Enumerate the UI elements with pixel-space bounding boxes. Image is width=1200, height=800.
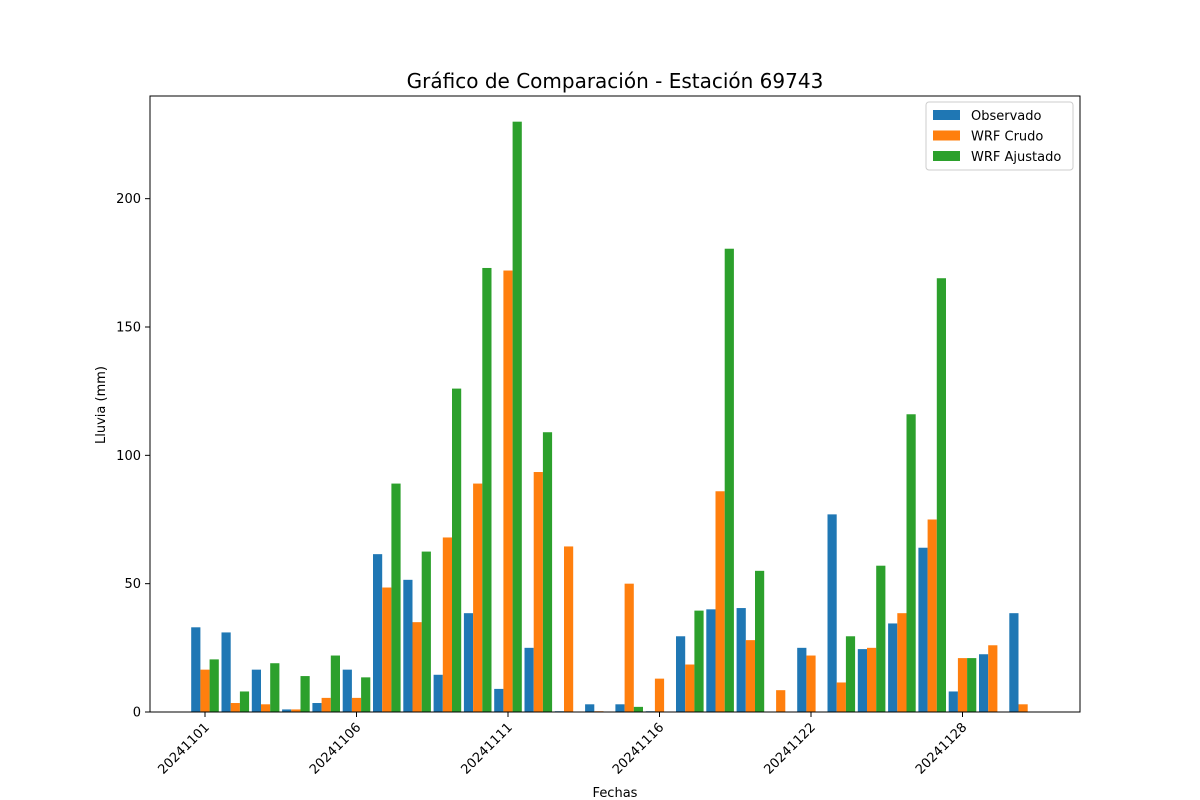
bar-observado-20241104 bbox=[282, 709, 292, 712]
bar-observado-20241124 bbox=[857, 649, 867, 712]
bar-observado-20241114 bbox=[585, 704, 595, 712]
bar-wrf-ajustado-20241101 bbox=[209, 659, 219, 712]
bar-observado-20241108 bbox=[403, 579, 413, 712]
bar-wrf-crudo-20241122 bbox=[806, 655, 816, 712]
x-tick-label: 20241122 bbox=[761, 720, 818, 777]
bar-wrf-ajustado-20241102 bbox=[239, 691, 250, 712]
bar-wrf-crudo-20241129 bbox=[1018, 704, 1028, 712]
bar-wrf-crudo-20241115 bbox=[624, 583, 634, 712]
bar-observado-20241118 bbox=[706, 609, 716, 712]
x-tick-label: 20241106 bbox=[307, 720, 364, 777]
x-tick-label: 20241116 bbox=[610, 720, 667, 777]
bar-wrf-ajustado-20241112 bbox=[542, 432, 553, 712]
x-tick-label: 20241128 bbox=[913, 720, 970, 777]
x-axis-label: Fechas bbox=[593, 786, 638, 800]
bar-wrf-crudo-20241124 bbox=[867, 647, 877, 712]
bar-wrf-ajustado-20241115 bbox=[633, 706, 643, 712]
bar-wrf-crudo-20241106 bbox=[351, 697, 362, 712]
bar-wrf-crudo-20241107 bbox=[382, 587, 392, 712]
legend-label: Observado bbox=[971, 109, 1042, 124]
bar-observado-20241106 bbox=[342, 669, 352, 712]
bar-observado-20241119 bbox=[736, 608, 746, 712]
legend-label: WRF Crudo bbox=[971, 130, 1043, 145]
bar-wrf-ajustado-20241111 bbox=[512, 121, 522, 713]
bar-wrf-crudo-20241111 bbox=[503, 270, 513, 712]
bar-wrf-crudo-20241108 bbox=[412, 622, 422, 712]
bar-wrf-ajustado-20241107 bbox=[391, 483, 401, 712]
y-tick-label: 150 bbox=[116, 321, 141, 336]
legend-label: WRF Ajustado bbox=[971, 150, 1061, 165]
bar-wrf-ajustado-20241119 bbox=[755, 570, 765, 712]
bar-wrf-crudo-20241101 bbox=[200, 669, 210, 712]
bar-wrf-ajustado-20241117 bbox=[694, 610, 704, 712]
chart-title: Gráfico de Comparación - Estación 69743 bbox=[407, 69, 824, 93]
bar-observado-20241123 bbox=[827, 514, 837, 712]
bar-wrf-crudo-20241123 bbox=[836, 682, 846, 712]
y-tick-label: 0 bbox=[133, 706, 141, 721]
bar-observado-20241125 bbox=[888, 623, 898, 712]
bar-wrf-crudo-20241105 bbox=[321, 697, 331, 712]
bar-wrf-crudo-20241112 bbox=[533, 472, 543, 712]
bar-wrf-crudo-20241117 bbox=[685, 664, 695, 712]
bar-observado-20241129 bbox=[1009, 613, 1019, 712]
bar-wrf-crudo-20241127 bbox=[957, 658, 968, 712]
bar-observado-20241101 bbox=[191, 627, 201, 712]
bar-wrf-crudo-20241110 bbox=[473, 483, 483, 712]
bar-observado-20241117 bbox=[676, 636, 686, 712]
y-tick-label: 100 bbox=[116, 449, 141, 464]
legend: Observado WRF Crudo WRF Ajustado bbox=[925, 101, 1074, 171]
bar-wrf-ajustado-20241104 bbox=[300, 676, 310, 712]
bar-wrf-ajustado-20241103 bbox=[270, 663, 280, 712]
bar-wrf-crudo-20241116 bbox=[654, 678, 665, 712]
bar-observado-20241107 bbox=[373, 554, 383, 712]
bar-observado-20241126 bbox=[918, 547, 928, 712]
bar-wrf-ajustado-20241109 bbox=[452, 388, 462, 712]
bar-wrf-ajustado-20241108 bbox=[421, 551, 431, 712]
legend-swatch bbox=[933, 110, 960, 120]
bar-wrf-crudo-20241103 bbox=[261, 704, 271, 712]
x-tick-label: 20241101 bbox=[155, 720, 212, 777]
bar-wrf-crudo-20241113 bbox=[564, 546, 574, 712]
legend-swatch bbox=[933, 151, 960, 161]
bar-wrf-ajustado-20241125 bbox=[906, 414, 916, 712]
bar-wrf-crudo-20241126 bbox=[927, 519, 937, 712]
bar-observado-20241103 bbox=[251, 669, 261, 712]
bar-observado-20241128 bbox=[979, 654, 989, 712]
bar-observado-20241111 bbox=[494, 688, 504, 712]
bar-wrf-crudo-20241128 bbox=[988, 645, 998, 712]
bar-wrf-crudo-20241102 bbox=[230, 703, 240, 712]
legend-box bbox=[925, 101, 1074, 171]
bar-wrf-crudo-20241109 bbox=[442, 537, 452, 712]
bar-wrf-crudo-20241118 bbox=[715, 491, 725, 712]
y-tick-label: 200 bbox=[116, 192, 141, 207]
bars bbox=[191, 121, 1028, 713]
bar-observado-20241112 bbox=[524, 647, 534, 712]
bar-wrf-crudo-20241120 bbox=[776, 690, 786, 712]
bar-observado-20241102 bbox=[221, 632, 231, 712]
bar-wrf-crudo-20241104 bbox=[291, 709, 301, 712]
bar-observado-20241122 bbox=[797, 647, 807, 712]
y-axis-label: Lluvia (mm) bbox=[94, 366, 109, 444]
plot-frame bbox=[149, 95, 1081, 713]
bar-observado-20241127 bbox=[948, 691, 958, 712]
bar-wrf-ajustado-20241124 bbox=[876, 565, 886, 712]
bar-wrf-crudo-20241125 bbox=[897, 613, 907, 712]
bar-wrf-ajustado-20241105 bbox=[330, 655, 340, 712]
legend-swatch bbox=[933, 130, 960, 141]
bar-wrf-ajustado-20241127 bbox=[967, 658, 977, 712]
bar-wrf-ajustado-20241123 bbox=[845, 636, 856, 712]
bar-wrf-ajustado-20241106 bbox=[361, 677, 371, 712]
bar-observado-20241109 bbox=[433, 674, 443, 712]
bar-wrf-ajustado-20241126 bbox=[936, 278, 946, 712]
bar-observado-20241105 bbox=[312, 703, 322, 712]
y-tick-label: 50 bbox=[124, 577, 141, 592]
bar-wrf-crudo-20241119 bbox=[745, 640, 755, 712]
bar-observado-20241115 bbox=[615, 704, 625, 712]
x-tick-label: 20241111 bbox=[458, 720, 515, 777]
bar-wrf-ajustado-20241110 bbox=[482, 267, 492, 712]
bar-wrf-ajustado-20241118 bbox=[724, 248, 734, 712]
bar-observado-20241110 bbox=[463, 613, 474, 712]
